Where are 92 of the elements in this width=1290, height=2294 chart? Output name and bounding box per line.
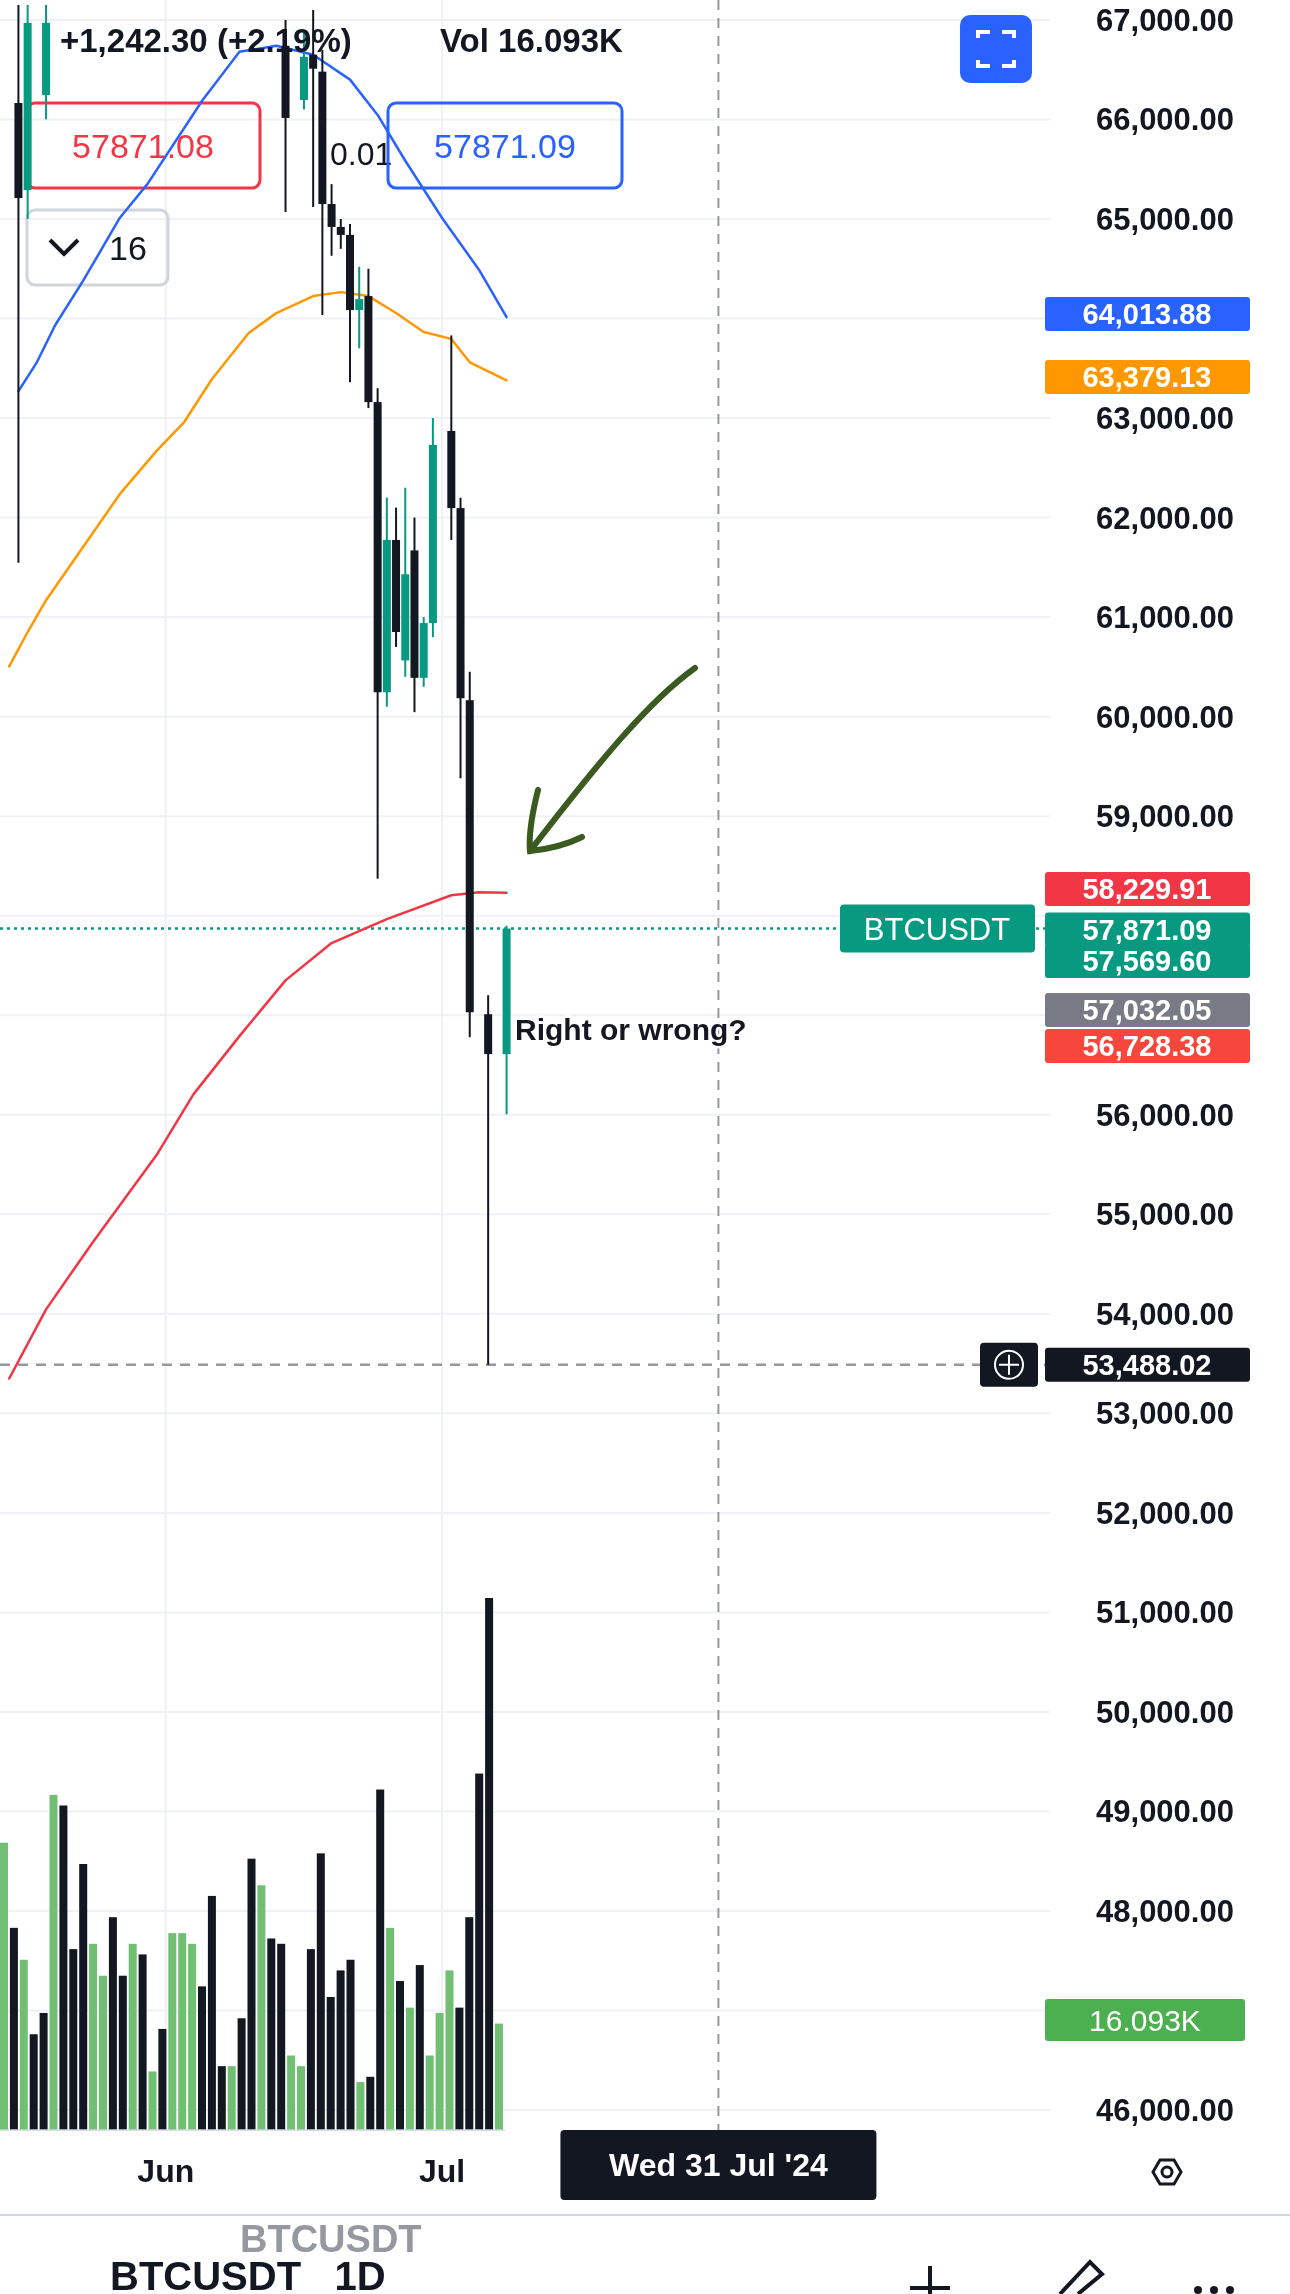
y-tick-label: 50,000.00 — [1096, 1694, 1234, 1730]
y-tick-label: 54,000.00 — [1096, 1296, 1234, 1332]
y-tick-label: 63,000.00 — [1096, 401, 1234, 437]
bar — [79, 1864, 88, 2130]
text: 57,032.05 — [1082, 994, 1212, 1026]
bar — [188, 1943, 197, 2130]
bar — [99, 1975, 107, 2130]
bar — [168, 1933, 177, 2130]
bar — [425, 2055, 434, 2130]
bar — [376, 1789, 385, 2130]
ref-line-label: Wed 31 Jul '24 — [609, 2147, 828, 2183]
bar — [405, 2007, 414, 2130]
bar — [108, 1917, 117, 2130]
y-tick-label: 59,000.00 — [1096, 799, 1234, 835]
y-tick-label: 61,000.00 — [1096, 600, 1234, 636]
bar — [287, 2055, 296, 2130]
ref-line-label: 57,871.09 — [1082, 913, 1212, 946]
ref-line-label: 53,488.02 — [1082, 1348, 1212, 1381]
text: 56,728.38 — [1082, 1030, 1212, 1062]
bar — [0, 1842, 8, 2130]
bar — [465, 1917, 474, 2130]
y-tick-label: 52,000.00 — [1096, 1495, 1234, 1531]
candlestick — [336, 217, 345, 250]
bar — [306, 1949, 315, 2130]
bar — [217, 2066, 226, 2130]
bar — [257, 1885, 266, 2130]
bar — [128, 1943, 137, 2130]
bar — [495, 2023, 503, 2130]
annotation: 16 — [109, 229, 147, 267]
bar — [386, 1927, 395, 2130]
bar — [29, 2034, 38, 2130]
bar — [178, 1933, 187, 2130]
candlestick — [327, 183, 336, 257]
text: 64,013.88 — [1082, 298, 1212, 330]
bar — [19, 1959, 28, 2130]
y-tick-label: 60,000.00 — [1096, 699, 1234, 735]
y-tick-label: 65,000.00 — [1096, 201, 1234, 237]
bar — [207, 1895, 216, 2130]
annotation: 57871.09 — [434, 127, 576, 165]
bar — [198, 1986, 206, 2130]
bar — [396, 1981, 404, 2130]
y-tick-label: 55,000.00 — [1096, 1197, 1234, 1233]
bar — [267, 1938, 276, 2130]
y-tick-label: 46,000.00 — [1096, 2093, 1234, 2129]
candlestick — [355, 265, 364, 350]
bar — [415, 1965, 424, 2130]
text: 58,229.91 — [1082, 873, 1212, 905]
bar — [326, 1997, 335, 2130]
candlestick — [484, 994, 493, 1366]
bar — [138, 1954, 147, 2130]
bar — [297, 2066, 305, 2130]
annotation: Vol 16.093K — [440, 22, 623, 59]
bar — [445, 1970, 454, 2130]
bar — [39, 2012, 48, 2130]
bar — [346, 1959, 355, 2130]
bar — [148, 2071, 157, 2130]
bar — [158, 2028, 167, 2130]
line-series — [7, 891, 508, 1380]
bar — [9, 1927, 18, 2130]
y-tick-label: 51,000.00 — [1096, 1595, 1234, 1631]
bar — [435, 2012, 444, 2130]
line-series — [7, 290, 508, 668]
bar — [455, 2007, 464, 2130]
text: 57,569.60 — [1082, 945, 1212, 977]
bar — [247, 1858, 256, 2130]
y-tick-label: 66,000.00 — [1096, 102, 1234, 138]
annotation: BTCUSDT — [863, 911, 1011, 947]
text: 16.093K — [1089, 2004, 1201, 2037]
y-tick-label: 67,000.00 — [1096, 2, 1234, 38]
y-tick-label: 62,000.00 — [1096, 500, 1234, 536]
bar — [475, 1773, 484, 2130]
bar — [356, 2082, 365, 2130]
y-tick-label: 49,000.00 — [1096, 1794, 1234, 1830]
bar — [227, 2066, 236, 2130]
bar — [485, 1598, 494, 2130]
y-tick-label: 48,000.00 — [1096, 1894, 1234, 1930]
bar — [237, 2018, 246, 2130]
y-tick-label: 53,000.00 — [1096, 1396, 1234, 1432]
x-tick-label: Jun — [137, 2153, 195, 2189]
bar — [336, 1970, 345, 2130]
annotation: Right or wrong? — [515, 1013, 747, 1046]
bar — [89, 1943, 98, 2130]
bar — [118, 1975, 127, 2130]
text: 63,379.13 — [1082, 361, 1212, 393]
x-tick-label: Jul — [418, 2153, 466, 2189]
bar — [59, 1805, 68, 2130]
bar — [69, 1949, 78, 2130]
bar — [316, 1853, 325, 2130]
y-tick-label: 56,000.00 — [1096, 1097, 1234, 1133]
bar — [366, 2076, 375, 2130]
bar — [49, 1794, 58, 2130]
bar — [277, 1943, 286, 2130]
